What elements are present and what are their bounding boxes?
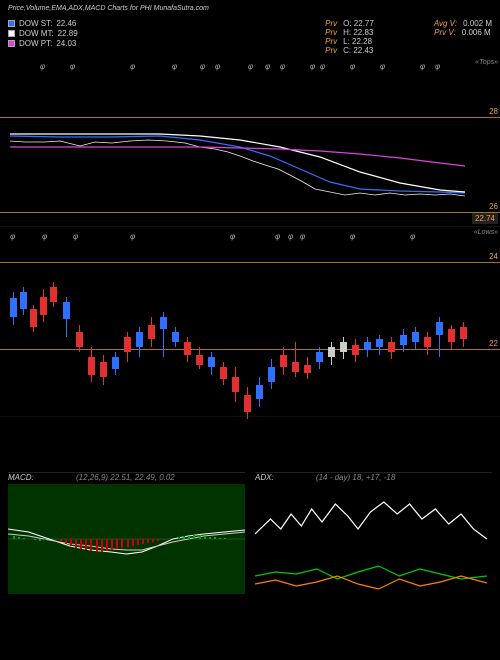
candle: [232, 247, 239, 417]
candle: [124, 247, 131, 417]
candle: [268, 247, 275, 417]
ema-chart[interactable]: «Tops» φφφφφφφφφφφφφφφ 28 26 22.74: [0, 57, 500, 227]
prev-o: PrvO: 22.77: [315, 19, 374, 28]
candle: [280, 247, 287, 417]
candle: [460, 247, 467, 417]
candle: [424, 247, 431, 417]
swatch-mt: [8, 30, 15, 37]
candle: [364, 247, 371, 417]
macd-panel[interactable]: MACD: (12,26,9) 22.51, 22.49, 0.02: [8, 472, 245, 602]
legend-pt-label: DOW PT:: [19, 39, 52, 48]
lower-markers: φφφφφφφφφφ: [0, 232, 500, 247]
adx-panel[interactable]: ADX: (14 - day) 18, +17, -18: [255, 472, 492, 602]
candle: [160, 247, 167, 417]
candle: [292, 247, 299, 417]
candle: [30, 247, 37, 417]
candle: [196, 247, 203, 417]
candle-chart[interactable]: «Lows» φφφφφφφφφφ 24 22: [0, 227, 500, 417]
candle: [20, 247, 27, 417]
candle: [316, 247, 323, 417]
legend-pt: DOW PT: 24.03: [8, 39, 78, 48]
candle: [304, 247, 311, 417]
candle: [388, 247, 395, 417]
macd-title: MACD: (12,26,9) 22.51, 22.49, 0.02: [8, 473, 245, 482]
candle: [50, 247, 57, 417]
ohlc-info: PrvO: 22.77 PrvH: 22.83 PrvL: 22.28 PrvC…: [315, 19, 374, 55]
candle: [436, 247, 443, 417]
candle: [136, 247, 143, 417]
prev-c: PrvC: 22.43: [315, 46, 374, 55]
prev-l: PrvL: 22.28: [315, 37, 374, 46]
candle: [400, 247, 407, 417]
candle: [76, 247, 83, 417]
indicators: MACD: (12,26,9) 22.51, 22.49, 0.02 ADX: …: [0, 467, 500, 607]
candle: [352, 247, 359, 417]
candle: [172, 247, 179, 417]
candle: [340, 247, 347, 417]
legend: DOW ST: 22.46 DOW MT: 22.89 DOW PT: 24.0…: [8, 19, 78, 55]
candle: [148, 247, 155, 417]
candle: [448, 247, 455, 417]
adx-svg: [255, 484, 492, 594]
candle: [10, 247, 17, 417]
candle: [328, 247, 335, 417]
adx-title: ADX: (14 - day) 18, +17, -18: [255, 473, 492, 482]
y-axis-label: 26: [489, 202, 498, 211]
avg-volume: Avg V:0.002 M: [434, 19, 492, 28]
candle: [208, 247, 215, 417]
legend-mt-value: 22.89: [58, 29, 78, 38]
candle: [63, 247, 70, 417]
y-axis-label: 22: [489, 339, 498, 348]
swatch-pt: [8, 40, 15, 47]
candle: [40, 247, 47, 417]
y-axis-label: 28: [489, 107, 498, 116]
legend-mt-label: DOW MT:: [19, 29, 54, 38]
candle: [376, 247, 383, 417]
candle: [412, 247, 419, 417]
legend-mt: DOW MT: 22.89: [8, 29, 78, 38]
prev-h: PrvH: 22.83: [315, 28, 374, 37]
legend-st: DOW ST: 22.46: [8, 19, 78, 28]
legend-st-value: 22.46: [56, 19, 76, 28]
volume-info: Avg V:0.002 M Prv V:0.006 M: [434, 19, 492, 55]
legend-pt-value: 24.03: [56, 39, 76, 48]
page-title: Price,Volume,EMA,ADX,MACD Charts for PHI…: [0, 0, 500, 17]
candle: [88, 247, 95, 417]
candle: [100, 247, 107, 417]
legend-st-label: DOW ST:: [19, 19, 52, 28]
candle-container: [0, 247, 475, 417]
prev-volume: Prv V:0.006 M: [434, 28, 492, 37]
swatch-st: [8, 20, 15, 27]
candle: [112, 247, 119, 417]
top-info-bar: DOW ST: 22.46 DOW MT: 22.89 DOW PT: 24.0…: [0, 17, 500, 57]
candle: [220, 247, 227, 417]
ema-svg: [0, 57, 480, 227]
candle: [184, 247, 191, 417]
adx-canvas: [255, 484, 492, 594]
candle: [256, 247, 263, 417]
candle: [244, 247, 251, 417]
y-axis-label: 24: [489, 252, 498, 261]
macd-canvas: [8, 484, 245, 594]
